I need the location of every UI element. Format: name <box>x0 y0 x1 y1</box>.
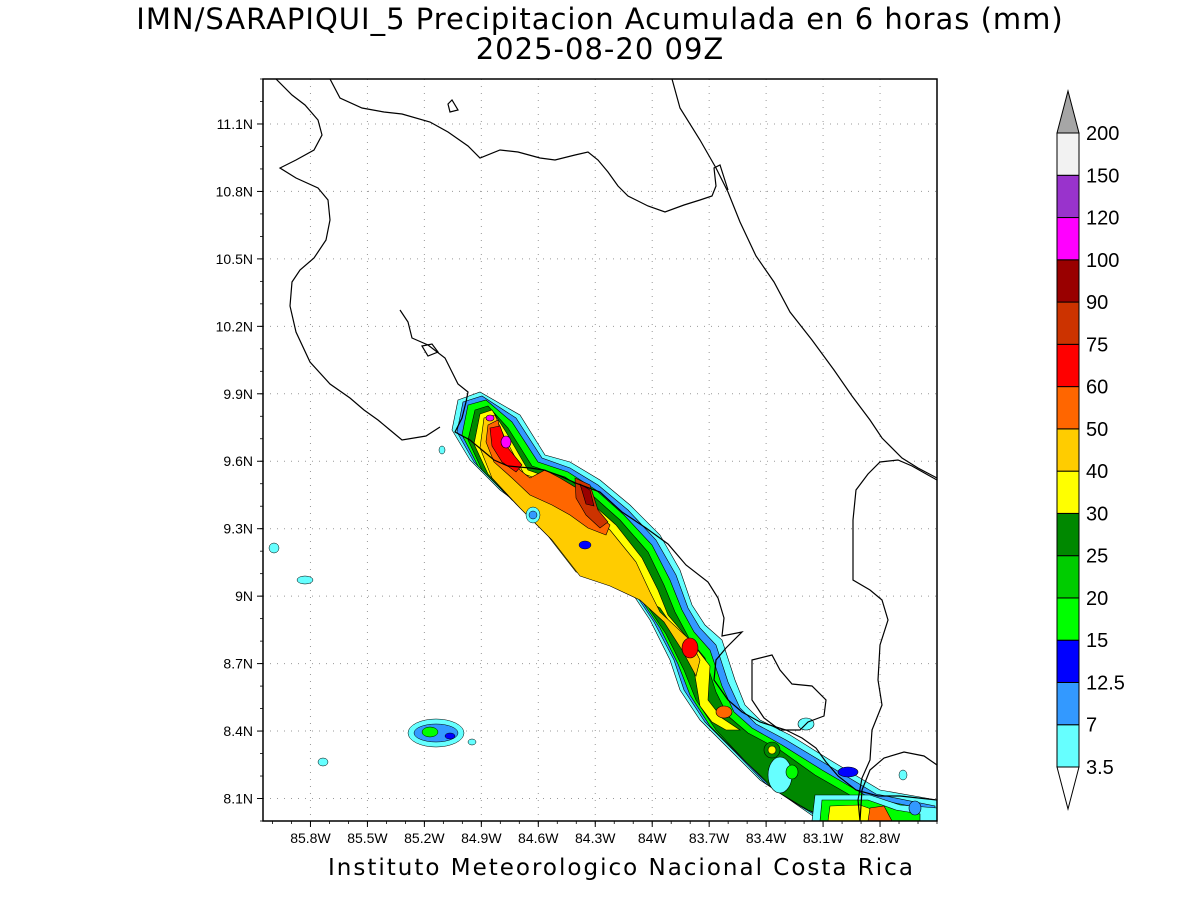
coastline-osa <box>751 654 827 731</box>
lon-tick-label: 85.2W <box>404 830 445 846</box>
contour-90 <box>579 483 595 507</box>
coastlines <box>275 79 937 821</box>
island-north <box>447 99 459 113</box>
rain-blob-southeast <box>763 717 937 821</box>
lon-tick-label: 84.3W <box>575 830 616 846</box>
lon-tick-label: 84W <box>638 830 668 846</box>
coastline-caribbean <box>671 79 937 479</box>
lat-tick-label: 9N <box>235 588 253 604</box>
contour-50 <box>715 705 733 719</box>
colorbar: 3.5 7 12.5 15 20 25 30 40 50 60 75 90 100 120 150 200 <box>1056 89 1125 811</box>
plot-frame <box>262 78 938 822</box>
colorbar-swatch <box>1056 724 1080 768</box>
lat-tick-label: 10.8N <box>216 183 253 199</box>
lat-tick-label: 10.5N <box>216 251 253 267</box>
coastline-chiriqui <box>859 751 937 821</box>
colorbar-label: 200 <box>1086 123 1119 145</box>
coastline-pacific <box>399 309 937 801</box>
lat-tick-label: 11.1N <box>217 116 253 132</box>
colorbar-label: 50 <box>1086 419 1108 441</box>
island-gulf <box>421 343 439 357</box>
lon-tick-label: 83.1W <box>803 830 844 846</box>
lon-tick-label: 85.5W <box>347 830 388 846</box>
colorbar-label: 30 <box>1086 503 1108 525</box>
colorbar-swatch <box>1056 597 1080 641</box>
colorbar-swatch <box>1056 681 1080 726</box>
colorbar-swatch <box>1056 639 1080 683</box>
colorbar-under-triangle <box>1056 766 1080 811</box>
lon-tick-label: 84.9W <box>461 830 502 846</box>
contour-100 <box>500 435 512 449</box>
contour-60 <box>489 425 523 473</box>
lat-tick-label: 10.2N <box>216 318 253 334</box>
colorbar-swatch <box>1056 132 1080 176</box>
colorbar-swatch <box>1056 259 1080 303</box>
lat-tick-label: 9.6N <box>223 453 253 469</box>
colorbar-label: 40 <box>1086 461 1108 483</box>
colorbar-swatch <box>1056 470 1080 514</box>
lat-tick-label: 8.7N <box>223 656 253 672</box>
colorbar-swatch <box>1056 386 1080 430</box>
colorbar-label: 15 <box>1086 630 1108 652</box>
colorbar-label: 100 <box>1086 250 1119 272</box>
lat-tick-label: 8.1N <box>223 791 253 807</box>
rain-showers-west <box>268 445 908 781</box>
colorbar-label: 12.5 <box>1086 672 1125 694</box>
colorbar-label: 7 <box>1086 715 1097 737</box>
colorbar-label: 150 <box>1086 165 1119 187</box>
colorbar-label: 3.5 <box>1086 757 1114 779</box>
lon-tick-label: 83.4W <box>746 830 787 846</box>
lon-tick-label: 83.7W <box>689 830 730 846</box>
colorbar-label: 25 <box>1086 546 1108 568</box>
colorbar-swatch <box>1056 217 1080 261</box>
colorbar-swatch <box>1056 174 1080 219</box>
colorbar-label: 60 <box>1086 377 1108 399</box>
coastline-north <box>329 79 729 213</box>
colorbar-label: 90 <box>1086 292 1108 314</box>
precipitation-field <box>268 79 937 821</box>
contour-60 <box>681 637 699 659</box>
contour-50 <box>485 419 611 536</box>
coastline-nicaragua-north <box>275 79 441 441</box>
colorbar-swatch <box>1056 428 1080 472</box>
colorbar-swatch <box>1056 555 1080 599</box>
colorbar-swatch <box>1056 343 1080 388</box>
lat-tick-label: 9.3N <box>223 521 253 537</box>
colorbar-swatch <box>1056 301 1080 345</box>
lon-tick-label: 82.8W <box>860 830 901 846</box>
contour-100 <box>485 414 495 422</box>
lon-tick-label: 84.6W <box>518 830 559 846</box>
border-panama <box>852 459 937 821</box>
colorbar-swatch <box>1056 512 1080 557</box>
lat-tick-label: 8.4N <box>223 723 253 739</box>
map-title: IMN/SARAPIQUI_5 Precipitacion Acumulada … <box>136 2 1064 36</box>
plot-background <box>263 79 937 821</box>
colorbar-label: 75 <box>1086 334 1108 356</box>
axis-ticks: 85.8W 85.5W 85.2W 84.9W 84.6W 84.3W 84W 83.7W 83… <box>216 78 938 846</box>
footer-credit: Instituto Meteorologico Nacional Costa R… <box>328 855 915 881</box>
colorbar-over-triangle <box>1056 89 1080 134</box>
lon-tick-label: 85.8W <box>290 830 331 846</box>
lat-tick-label: 9.9N <box>223 386 253 402</box>
colorbar-label: 20 <box>1086 588 1108 610</box>
map-timestamp: 2025-08-20 09Z <box>475 32 725 66</box>
colorbar-label: 120 <box>1086 208 1119 230</box>
